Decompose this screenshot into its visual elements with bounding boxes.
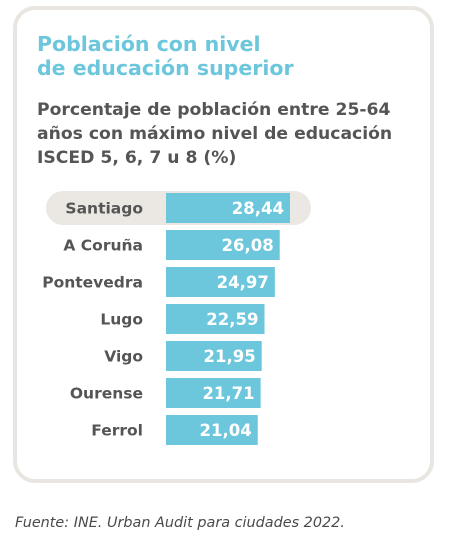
value-label-pontevedra: 24,97: [217, 273, 269, 292]
bar-vigo: [166, 341, 262, 371]
chart-title-line-1: Población con nivel: [37, 32, 261, 56]
category-label-vigo: Vigo: [104, 348, 143, 366]
value-label-santiago: 28,44: [232, 199, 284, 218]
category-label-a-coruna: A Coruña: [63, 237, 143, 255]
value-label-lugo: 22,59: [206, 310, 258, 329]
category-label-lugo: Lugo: [100, 311, 143, 329]
chart-title: Población con nivel de educación superio…: [37, 32, 417, 80]
bar-santiago: [166, 193, 290, 223]
bar-a-coruna: [166, 230, 280, 260]
bar-ferrol: [166, 415, 258, 445]
chart-subtitle-line-3: ISCED 5, 6, 7 u 8 (%): [37, 148, 237, 168]
category-label-ourense: Ourense: [70, 385, 143, 403]
value-label-ferrol: 21,04: [200, 421, 252, 440]
bar-chart: Santiago 28,44 A Coruña 26,08 Pontevedra 24,9…: [42, 191, 311, 445]
value-label-a-coruna: 26,08: [222, 236, 274, 255]
chart-subtitle-line-1: Porcentaje de población entre 25-64: [37, 100, 391, 120]
value-label-ourense: 21,71: [202, 384, 254, 403]
bar-pontevedra: [166, 267, 275, 297]
category-label-santiago: Santiago: [65, 200, 143, 218]
value-label-vigo: 21,95: [204, 347, 256, 366]
bar-lugo: [166, 304, 265, 334]
chart-subtitle: Porcentaje de población entre 25-64 años…: [37, 98, 427, 170]
category-label-ferrol: Ferrol: [91, 422, 143, 440]
source-note: Fuente: INE. Urban Audit para ciudades 2…: [15, 515, 345, 531]
chart-subtitle-line-2: años con máximo nivel de educación: [37, 124, 393, 144]
chart-title-line-2: de educación superior: [37, 56, 294, 80]
bar-ourense: [166, 378, 261, 408]
category-label-pontevedra: Pontevedra: [42, 274, 143, 292]
